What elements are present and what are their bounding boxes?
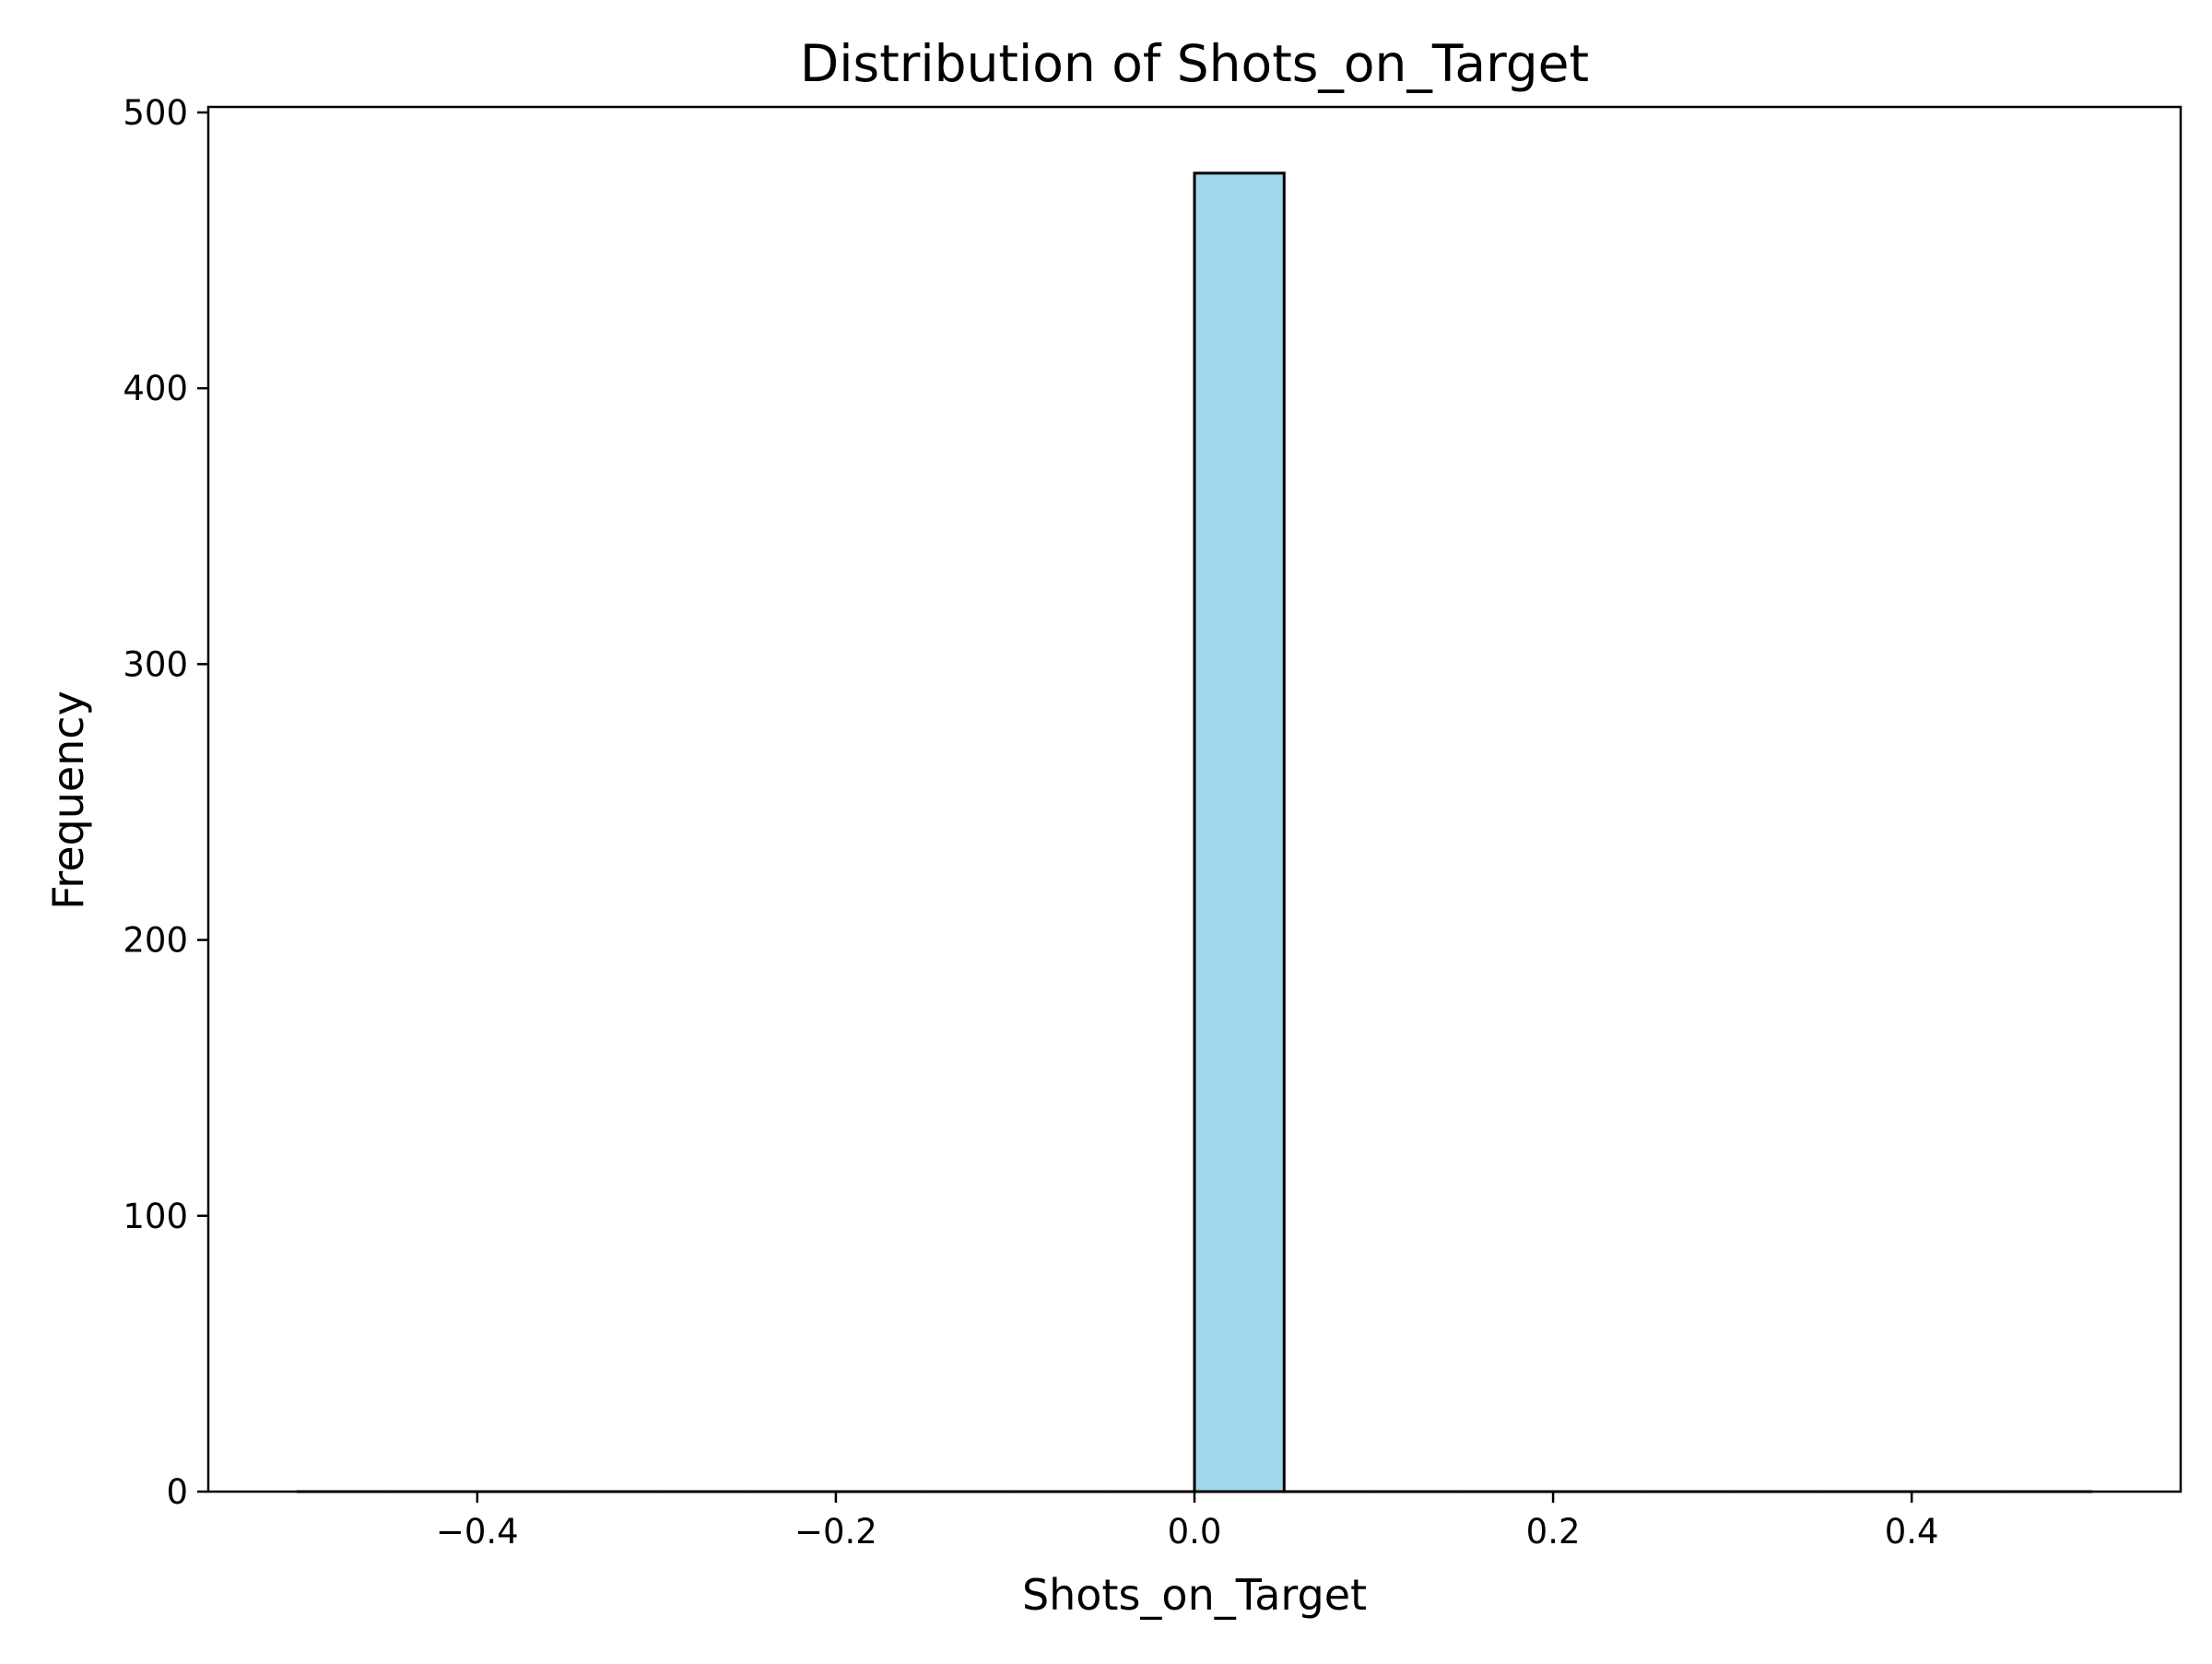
y-tick-label-3: 300 <box>123 644 188 684</box>
x-tick-label-2: 0.0 <box>1168 1512 1222 1552</box>
y-axis-label: Frequency <box>43 690 93 910</box>
x-axis-ticks: −0.4 −0.2 0.0 0.2 0.4 <box>436 1492 1939 1552</box>
x-tick-label-0: −0.4 <box>436 1512 519 1552</box>
x-tick-label-4: 0.4 <box>1885 1512 1939 1552</box>
histogram-bar-10 <box>1194 173 1284 1492</box>
x-tick-label-3: 0.2 <box>1526 1512 1581 1552</box>
y-tick-label-0: 0 <box>166 1472 188 1512</box>
y-tick-label-2: 200 <box>123 921 188 961</box>
bars-group <box>298 173 2090 1492</box>
y-tick-label-4: 400 <box>123 369 188 408</box>
x-tick-label-1: −0.2 <box>794 1512 877 1552</box>
x-axis-label: Shots_on_Target <box>1022 1570 1367 1620</box>
chart-title: Distribution of Shots_on_Target <box>800 34 1589 93</box>
y-axis-ticks: 0 100 200 300 400 500 <box>123 93 208 1512</box>
y-tick-label-1: 100 <box>123 1197 188 1236</box>
y-tick-label-5: 500 <box>123 93 188 133</box>
